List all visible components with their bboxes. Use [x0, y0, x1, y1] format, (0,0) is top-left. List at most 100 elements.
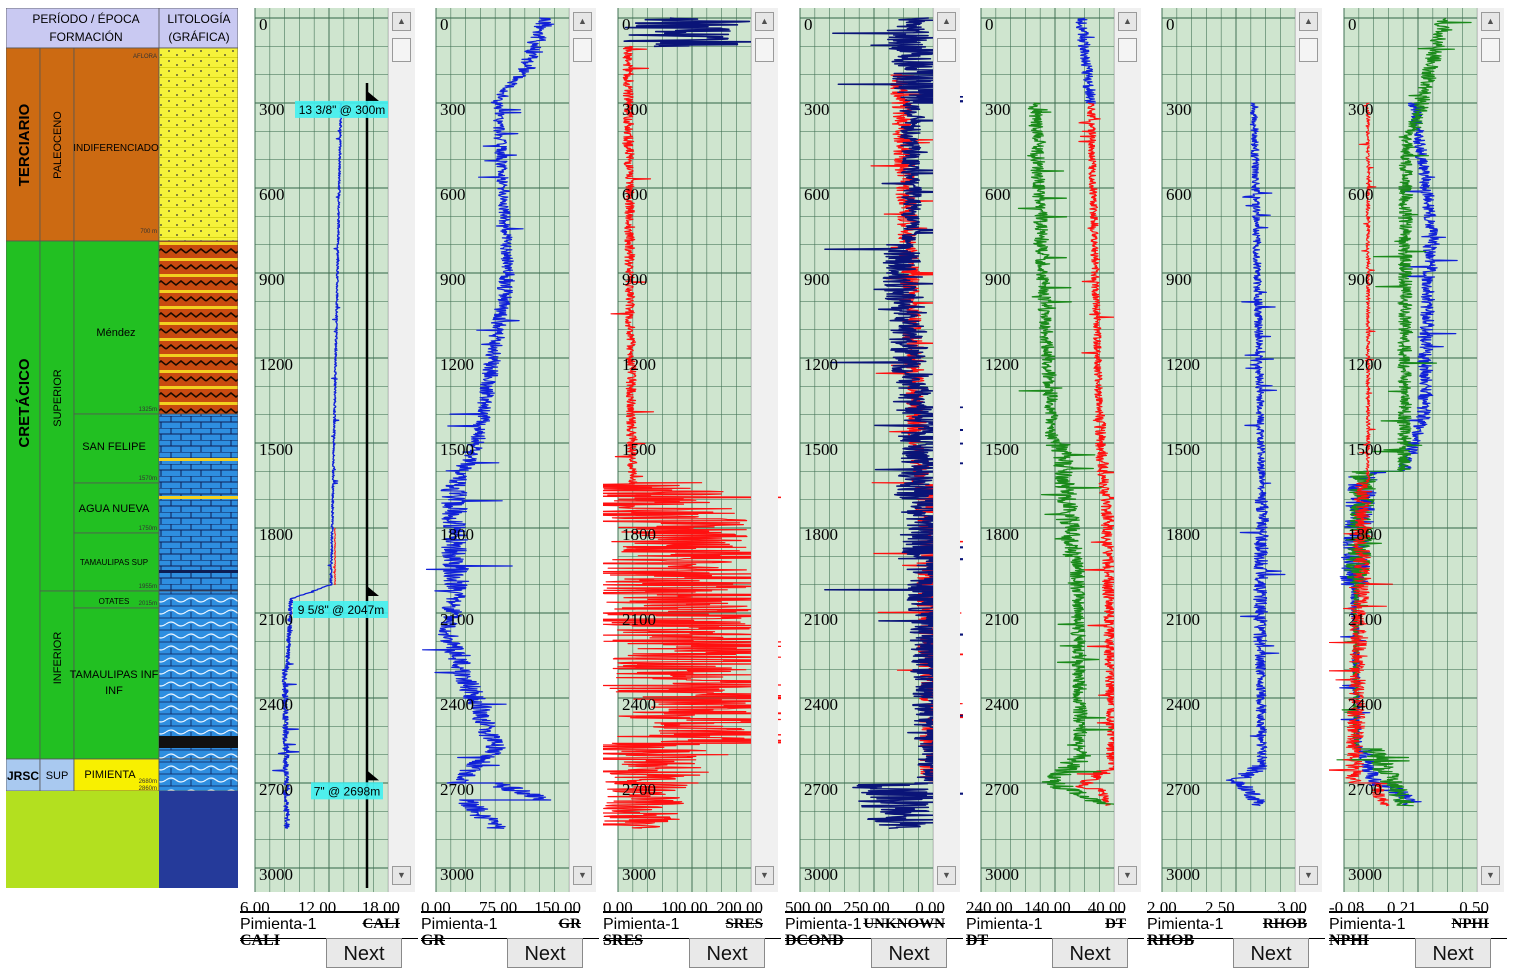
scale-max: 200.00 [716, 898, 763, 917]
scale-mid: 100.00 [661, 898, 708, 917]
depth-tick-label: 1800 [804, 525, 838, 544]
scale-row: 6.00 12.00 18.00 [240, 898, 400, 918]
curve-name-right: CALI [362, 916, 400, 932]
depth-tick-label: 600 [1348, 185, 1374, 204]
period-terciario: TERCIARIO [16, 103, 33, 186]
scale-mid: 12.00 [298, 898, 337, 917]
epoch-sup: SUP [46, 770, 69, 782]
scroll-down-button[interactable]: ▼ [1118, 866, 1137, 885]
scroll-down-button[interactable]: ▼ [573, 866, 592, 885]
scroll-down-button[interactable]: ▼ [1481, 866, 1500, 885]
scroll-up-button[interactable]: ▲ [573, 12, 592, 31]
depth-tick-label: 1200 [1166, 355, 1200, 374]
scroll-thumb[interactable] [392, 38, 411, 62]
depth-tick-label: 1200 [1348, 355, 1382, 374]
depth-mark-1325: 1325m [139, 407, 157, 413]
curve-name-right: DT [1105, 916, 1126, 932]
stratigraphic-column: PERÍODO / ÉPOCA FORMACIÓN LITOLOGÍA (GRÁ… [5, 7, 239, 888]
scroll-thumb[interactable] [1299, 38, 1318, 62]
depth-tick-label: 1200 [804, 355, 838, 374]
formation-pimienta: PIMIENTA [84, 769, 136, 781]
depth-tick-label: 2400 [259, 695, 293, 714]
depth-tick-label: 600 [804, 185, 830, 204]
depth-tick-label: 900 [985, 270, 1011, 289]
depth-tick-label: 2100 [804, 610, 838, 629]
depth-tick-label: 1500 [985, 440, 1019, 459]
epoch-superior: SUPERIOR [52, 369, 64, 427]
depth-tick-label: 2700 [259, 780, 293, 799]
log-track-dt: 0 300 600 900 1200 1500 1800 2100 2400 2700 3000 ▲ ▼… [966, 8, 1144, 968]
vertical-scrollbar[interactable]: ▲ ▼ [569, 8, 596, 892]
curve-name-left: GR [421, 932, 445, 949]
epoch-inferior: INFERIOR [52, 632, 64, 685]
scroll-down-button[interactable]: ▼ [937, 866, 956, 885]
scroll-thumb[interactable] [1118, 38, 1137, 62]
depth-tick-label: 2700 [1348, 780, 1382, 799]
well-name: Pimienta-1 [1329, 916, 1406, 933]
depth-tick-label: 900 [622, 270, 648, 289]
next-button[interactable]: Next [326, 938, 402, 968]
scroll-thumb[interactable] [573, 38, 592, 62]
scroll-thumb[interactable] [755, 38, 774, 62]
track-footer: 240.00 140.00 40.00 Pimienta-1 DT DT Next [966, 896, 1144, 968]
depth-tick-label: 2100 [985, 610, 1019, 629]
next-button[interactable]: Next [689, 938, 765, 968]
top-label: AFLORA [133, 54, 157, 60]
depth-tick-label: 1200 [440, 355, 474, 374]
formation-mendez: Méndez [96, 327, 135, 339]
scroll-down-button[interactable]: ▼ [755, 866, 774, 885]
log-track-dcond: 0 300 600 900 1200 1500 1800 2100 2400 2700 3000 ▲ ▼… [785, 8, 963, 968]
scroll-up-button[interactable]: ▲ [1118, 12, 1137, 31]
scroll-up-button[interactable]: ▲ [1481, 12, 1500, 31]
scale-line [1147, 911, 1305, 913]
epoch-paleoceno: PALEOCENO [52, 111, 64, 179]
depth-tick-label: 1500 [1348, 440, 1382, 459]
vertical-scrollbar[interactable]: ▲ ▼ [1114, 8, 1141, 892]
track-footer: -0.08 0.21 0.50 Pimienta-1 NPHI NPHI Next [1329, 896, 1507, 968]
next-button[interactable]: Next [1052, 938, 1128, 968]
scale-max: 40.00 [1087, 898, 1126, 917]
log-curve [1017, 102, 1122, 807]
next-button[interactable]: Next [507, 938, 583, 968]
formation-san-felipe: SAN FELIPE [82, 441, 146, 453]
track-footer: 0.00 75.00 150.00 Pimienta-1 GR GR Next [421, 896, 599, 968]
curve-name-right: NPHI [1451, 916, 1490, 932]
next-button[interactable]: Next [1415, 938, 1491, 968]
casing-label: 9 5/8" @ 2047m [298, 603, 385, 617]
depth-tick-label: 600 [259, 185, 285, 204]
vertical-scrollbar[interactable]: ▲ ▼ [388, 8, 415, 892]
scale-row: 0.00 100.00 200.00 [603, 898, 763, 918]
scroll-up-button[interactable]: ▲ [392, 12, 411, 31]
scroll-up-button[interactable]: ▲ [937, 12, 956, 31]
scroll-up-button[interactable]: ▲ [1299, 12, 1318, 31]
vertical-scrollbar[interactable]: ▲ ▼ [933, 8, 960, 892]
scroll-thumb[interactable] [937, 38, 956, 62]
scroll-down-button[interactable]: ▼ [1299, 866, 1318, 885]
curve-name-left: CALI [240, 932, 281, 949]
log-track-cali: 0 300 600 900 1200 1500 1800 2100 2400 2700 3000 13… [240, 8, 418, 968]
scale-min: 240.00 [966, 898, 1013, 917]
scale-mid: 75.00 [479, 898, 518, 917]
vertical-scrollbar[interactable]: ▲ ▼ [1477, 8, 1504, 892]
period-jurasico: JRSC [7, 769, 39, 783]
scroll-down-button[interactable]: ▼ [392, 866, 411, 885]
depth-tick-label: 2700 [622, 780, 656, 799]
depth-tick-label: 1800 [259, 525, 293, 544]
next-button[interactable]: Next [1233, 938, 1309, 968]
vertical-scrollbar[interactable]: ▲ ▼ [751, 8, 778, 892]
scale-row: 2.00 2.50 3.00 [1147, 898, 1307, 918]
log-curve [824, 17, 963, 830]
depth-tick-label: 900 [440, 270, 466, 289]
curve-name-left: RHOB [1147, 932, 1195, 949]
scroll-thumb[interactable] [1481, 38, 1500, 62]
next-button[interactable]: Next [871, 938, 947, 968]
vertical-scrollbar[interactable]: ▲ ▼ [1295, 8, 1322, 892]
depth-tick-label: 2100 [440, 610, 474, 629]
depth-tick-label: 0 [804, 15, 813, 34]
depth-tick-label: 1500 [1166, 440, 1200, 459]
depth-tick-label: 2700 [985, 780, 1019, 799]
scroll-up-button[interactable]: ▲ [755, 12, 774, 31]
depth-tick-label: 300 [1166, 100, 1192, 119]
log-curve [1225, 102, 1286, 807]
log-curve [332, 527, 337, 586]
